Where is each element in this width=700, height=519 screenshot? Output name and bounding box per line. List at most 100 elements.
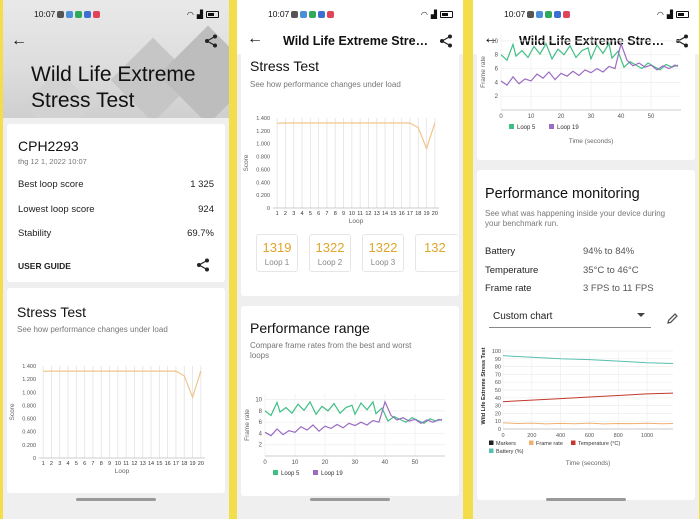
back-arrow-icon[interactable]: ← [247, 30, 263, 47]
x-tick-label: 17 [407, 211, 413, 217]
custom-chart-select[interactable]: Custom chart [489, 308, 651, 328]
loop-score-box[interactable]: 1319 Loop 1 [256, 234, 298, 272]
x-tick-label: 0 [501, 433, 504, 439]
best-loop-value: 1 325 [190, 179, 214, 190]
x-tick-label: 18 [415, 211, 421, 217]
y-tick-label: 0 [498, 427, 501, 433]
y-tick-label: 1.200 [22, 377, 36, 383]
x-tick-label: 10 [292, 460, 299, 466]
x-tick-label: 5 [309, 211, 312, 217]
y-tick-label: 0.200 [256, 193, 270, 199]
legend-swatch [549, 124, 554, 129]
series-line-frame-rate [502, 422, 674, 425]
performance-range-chart: 2 4 6 8 10 0 10 20 30 40 50 Loop 5 Loop 19 Frame rate… [480, 34, 681, 145]
stability-row: Stability 69.7% [18, 228, 214, 239]
series-line-battery- [502, 355, 674, 364]
x-tick-label: 16 [165, 461, 171, 467]
edit-pencil-icon[interactable] [666, 312, 679, 325]
legend-swatch [273, 470, 278, 475]
stress-test-title: Stress Test [17, 304, 86, 320]
y-tick-label: 60 [495, 380, 501, 386]
y-axis-label: Score [243, 154, 250, 171]
series-line-loop-19 [500, 41, 679, 86]
y-tick-label: 8 [259, 409, 263, 415]
y-tick-label: 6 [259, 420, 263, 426]
app-notification-icon [309, 10, 317, 18]
x-tick-label: 16 [399, 211, 405, 217]
gesture-bar[interactable] [76, 498, 156, 501]
app-notification-icon [536, 10, 544, 18]
legend-swatch [489, 440, 494, 445]
stress-test-subtitle: See how performance changes under load [250, 80, 401, 89]
loop-score-label: Loop 1 [264, 258, 290, 267]
header-banner [3, 0, 229, 118]
loop-score-label: Loop 3 [370, 258, 396, 267]
series-line-score [277, 122, 436, 151]
y-tick-label: 0.600 [256, 167, 270, 173]
gesture-bar[interactable] [310, 498, 390, 501]
share-icon[interactable] [439, 34, 453, 48]
legend-label: Markers [496, 441, 516, 447]
x-tick-label: 6 [83, 461, 86, 467]
x-tick-label: 10 [115, 461, 121, 467]
status-time: 10:07 [34, 9, 56, 19]
series-line-score [43, 370, 202, 400]
y-tick-label: 30 [495, 404, 501, 410]
performance-range-chart: 2 4 6 8 10 0 10 20 30 40 50 Loop 5 Loop 19 Frame rate [244, 394, 445, 477]
y-tick-label: 0.400 [22, 430, 36, 436]
legend-label: Frame rate [536, 441, 563, 447]
share-icon[interactable] [204, 34, 218, 48]
share-icon[interactable] [675, 34, 689, 48]
y-tick-label: 0.600 [22, 417, 36, 423]
x-tick-label: 30 [352, 460, 359, 466]
back-arrow-icon[interactable]: ← [483, 30, 499, 47]
frame-rate-label: Frame rate [485, 283, 532, 294]
x-tick-label: 6 [317, 211, 320, 217]
y-axis-label: Frame rate [480, 56, 487, 88]
y-tick-label: 0.800 [22, 403, 36, 409]
lowest-loop-row: Lowest loop score 924 [18, 204, 214, 215]
app-bar-title: Wild Life Extreme Stress Test [283, 34, 433, 48]
x-tick-label: 20 [198, 461, 204, 467]
app-notification-icon [75, 10, 83, 18]
y-axis-label: Frame rate [244, 409, 251, 441]
x-tick-label: 3 [58, 461, 61, 467]
x-tick-label: 10 [349, 211, 355, 217]
loop-score-box[interactable]: 132 [415, 234, 459, 272]
battery-label: Battery [485, 246, 516, 257]
user-guide-link[interactable]: USER GUIDE [18, 261, 71, 271]
legend-swatch [571, 440, 576, 445]
custom-chart-select-value: Custom chart [493, 311, 553, 322]
y-tick-label: 0 [267, 206, 270, 212]
share-icon[interactable] [196, 258, 210, 272]
y-axis-label: Score [9, 403, 16, 420]
x-tick-label: 600 [585, 433, 594, 439]
legend-label: Battery (%) [496, 449, 524, 455]
y-tick-label: 20 [495, 411, 501, 417]
stress-test-subtitle: See how performance changes under load [17, 325, 168, 334]
loop-score-label: Loop 2 [317, 258, 343, 267]
loop-score-box[interactable]: 1322 Loop 2 [309, 234, 351, 272]
loop-score-box[interactable]: 1322 Loop 3 [362, 234, 404, 272]
x-axis-label: Loop [349, 218, 364, 225]
frame-rate-value: 3 FPS to 11 FPS [583, 283, 654, 294]
stress-test-title: Stress Test [250, 58, 319, 74]
app-notification-icon [93, 10, 101, 18]
x-tick-label: 40 [382, 460, 389, 466]
wifi-icon: ◠ [186, 9, 194, 19]
app-notification-icon [84, 10, 92, 18]
legend-swatch [313, 470, 318, 475]
x-tick-label: 1 [42, 461, 45, 467]
y-tick-label: 4 [259, 431, 263, 437]
y-axis-label: Wild Life Extreme Stress Test [481, 347, 487, 424]
gesture-bar[interactable] [546, 498, 626, 501]
settings-notification-icon [291, 10, 299, 18]
x-tick-label: 5 [75, 461, 78, 467]
x-tick-label: 9 [342, 211, 345, 217]
app-notification-icon [554, 10, 562, 18]
x-tick-label: 12 [365, 211, 371, 217]
battery-value: 94% to 84% [583, 246, 635, 257]
x-tick-label: 2 [284, 211, 287, 217]
back-arrow-icon[interactable]: ← [11, 32, 27, 49]
x-tick-label: 19 [423, 211, 429, 217]
